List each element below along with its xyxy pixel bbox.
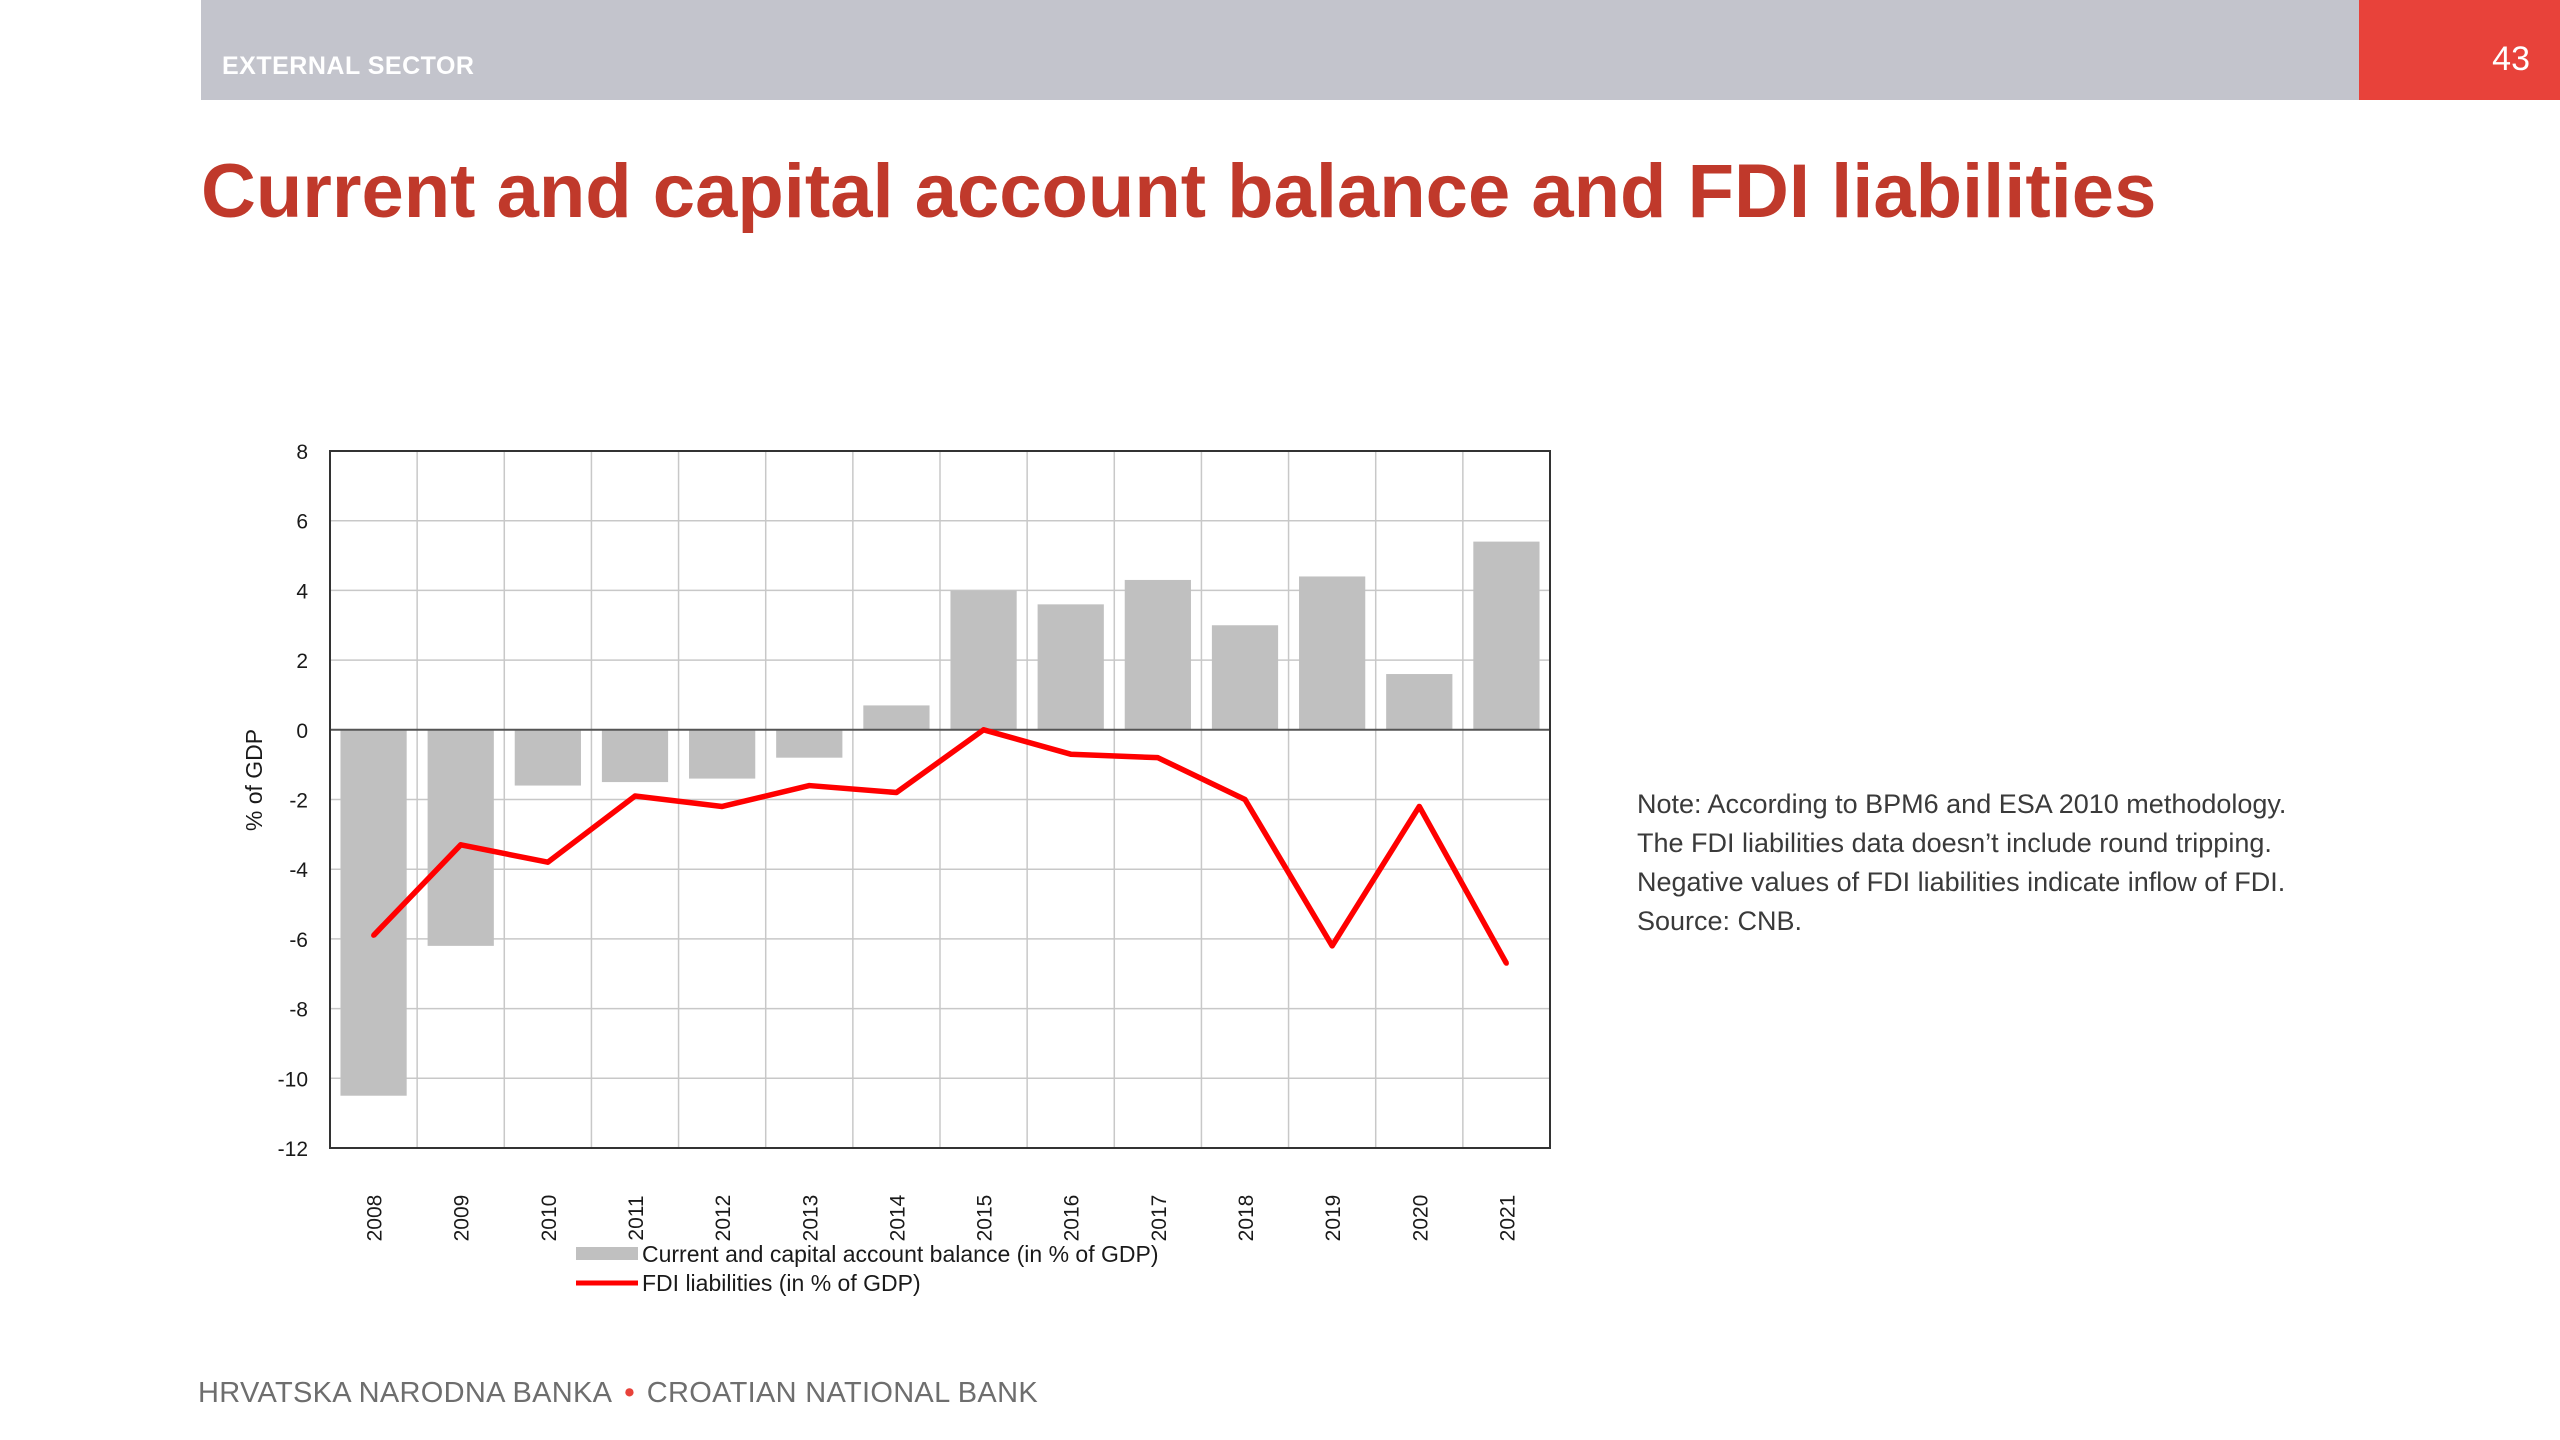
fdi-point-2021 xyxy=(1503,960,1509,966)
note-line: Source: CNB. xyxy=(1637,906,1803,936)
fdi-point-2012 xyxy=(719,803,725,809)
bar-2018 xyxy=(1211,625,1279,730)
y-tick-label: 2 xyxy=(296,650,308,673)
x-tick-label: 2011 xyxy=(625,1195,648,1240)
footer-left: HRVATSKA NARODNA BANKA xyxy=(198,1377,613,1409)
x-tick-label: 2009 xyxy=(451,1195,474,1242)
bar-2013 xyxy=(776,729,843,758)
x-tick-label: 2015 xyxy=(974,1195,997,1242)
note-line: Negative values of FDI liabilities indic… xyxy=(1637,867,2286,897)
y-tick-label: -6 xyxy=(289,929,308,952)
x-tick-label: 2013 xyxy=(799,1195,822,1242)
x-tick-label: 2019 xyxy=(1322,1195,1345,1242)
bar-2014 xyxy=(863,705,930,730)
line-series xyxy=(371,727,1509,966)
fdi-point-2018 xyxy=(1242,797,1248,802)
fdi-point-2008 xyxy=(371,932,377,938)
x-tick-label: 2008 xyxy=(364,1195,387,1242)
y-tick-label: 4 xyxy=(296,580,308,603)
fdi-point-2013 xyxy=(806,783,812,789)
bar-2015 xyxy=(950,590,1017,730)
footer: HRVATSKA NARODNA BANKA • CROATIAN NATIONAL… xyxy=(198,1377,1038,1410)
axes: 8 6 4 2 0 -2 -4 -6 -8 -10 -12 2008 2009 2010 2011 2012 2… xyxy=(241,441,1551,1242)
legend-swatch-bar xyxy=(576,1247,638,1260)
bar-2009 xyxy=(427,729,494,946)
fdi-point-2011 xyxy=(632,793,638,799)
bar-2011 xyxy=(601,729,669,783)
header-bar: EXTERNAL SECTOR xyxy=(201,0,2359,100)
fdi-point-2010 xyxy=(545,859,551,865)
x-tick-label: 2020 xyxy=(1409,1195,1432,1242)
fdi-point-2020 xyxy=(1416,803,1422,809)
bar-2021 xyxy=(1473,541,1540,730)
y-tick-label: -12 xyxy=(278,1138,308,1161)
grid xyxy=(330,450,1550,1149)
fdi-line xyxy=(371,727,1509,965)
legend-label-bar: Current and capital account balance (in … xyxy=(642,1241,1159,1267)
plot-frame xyxy=(329,450,1551,1149)
y-tick-label: -2 xyxy=(289,790,308,813)
fdi-point-2014 xyxy=(893,790,899,796)
bar-2010 xyxy=(514,729,581,786)
bar-2020 xyxy=(1386,674,1453,730)
fdi-point-2016 xyxy=(1068,751,1074,757)
section-label: EXTERNAL SECTOR xyxy=(222,52,475,80)
footer-separator: • xyxy=(624,1377,635,1409)
x-tick-label: 2010 xyxy=(538,1195,561,1242)
y-tick-label: -8 xyxy=(289,999,308,1022)
x-tick-label: 2016 xyxy=(1061,1195,1084,1242)
x-tick-label: 2018 xyxy=(1235,1195,1258,1242)
y-tick-label: -10 xyxy=(278,1068,308,1091)
legend-label-line: FDI liabilities (in % of GDP) xyxy=(642,1270,921,1296)
x-tick-label: 2021 xyxy=(1496,1195,1519,1242)
note-line: Note: According to BPM6 and ESA 2010 met… xyxy=(1637,789,2287,819)
fdi-point-2017 xyxy=(1155,755,1161,761)
page-number-box: 43 xyxy=(2359,0,2560,100)
y-axis-label: % of GDP xyxy=(241,729,267,831)
footer-right: CROATIAN NATIONAL BANK xyxy=(646,1377,1038,1409)
note-line: The FDI liabilities data doesn’t include… xyxy=(1637,828,2272,858)
bar-2012 xyxy=(689,729,756,779)
bar-2017 xyxy=(1124,579,1191,730)
fdi-point-2009 xyxy=(458,842,464,848)
chart-note: Note: According to BPM6 and ESA 2010 met… xyxy=(1637,785,2457,941)
y-tick-label: -4 xyxy=(289,859,308,882)
x-tick-label: 2014 xyxy=(886,1194,909,1241)
y-tick-label: 6 xyxy=(296,511,308,534)
bar-series xyxy=(340,541,1540,1096)
page-number: 43 xyxy=(2492,40,2530,78)
fdi-point-2019 xyxy=(1329,943,1335,949)
x-tick-label: 2012 xyxy=(712,1195,735,1242)
y-tick-label: 0 xyxy=(296,720,308,743)
x-tick-label: 2017 xyxy=(1148,1195,1171,1242)
page-title: Current and capital account balance and … xyxy=(201,149,2157,234)
bar-2016 xyxy=(1037,604,1104,730)
y-tick-label: 8 xyxy=(296,441,308,464)
legend: Current and capital account balance (in … xyxy=(576,1241,1159,1296)
fdi-point-2015 xyxy=(981,727,987,733)
bar-2019 xyxy=(1299,576,1366,730)
